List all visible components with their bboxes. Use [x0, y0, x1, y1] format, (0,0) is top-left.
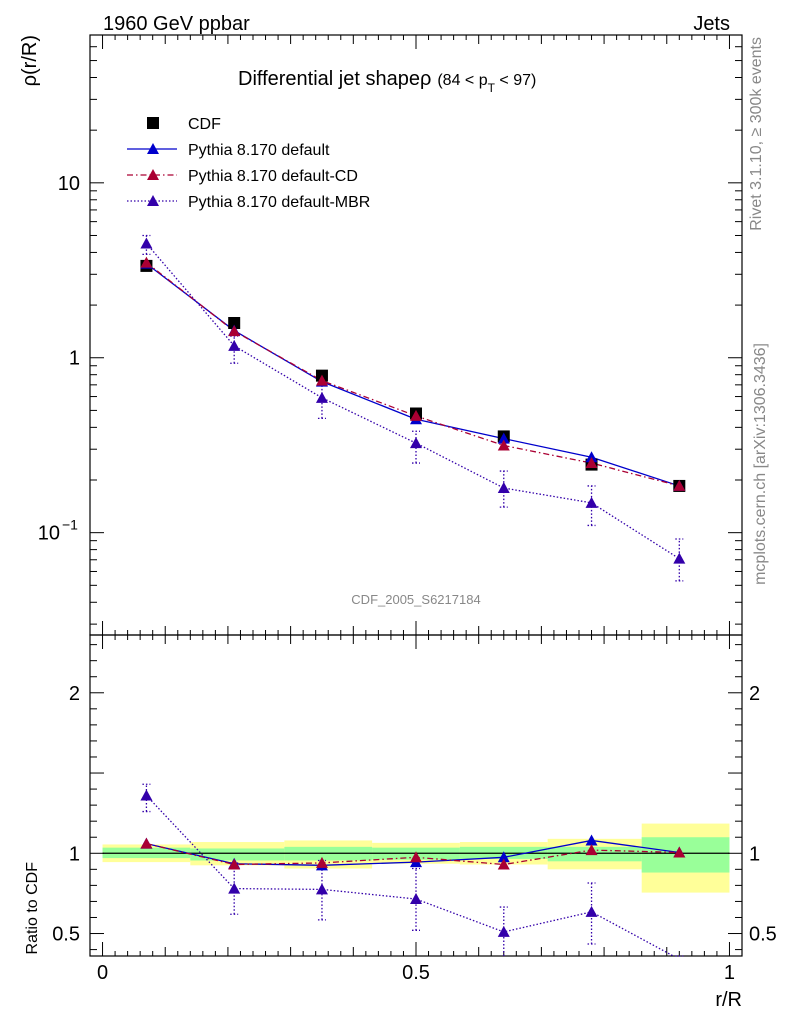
ratio-series-marker	[410, 851, 422, 863]
ratio-series-marker	[140, 837, 153, 849]
main-series-marker	[228, 339, 241, 351]
legend-label-cdf: CDF	[188, 116, 221, 133]
legend-item-default: Pythia 8.170 default	[127, 142, 330, 159]
ratio-series-marker	[673, 846, 686, 858]
ratio-series-marker	[410, 893, 422, 905]
main-series-marker	[140, 237, 153, 249]
main-series-marker	[585, 496, 598, 508]
ratio-series-marker	[585, 905, 598, 917]
legend-marker-default-mbr	[147, 195, 159, 206]
ratio-y-tick-label-right: 2	[749, 683, 760, 705]
ratio-x-tick-label: 0	[97, 962, 108, 984]
ratio-x-tick-labels: 0 0.5 1	[97, 962, 735, 984]
legend: CDF Pythia 8.170 default Pythia 8.170 de…	[127, 116, 370, 211]
ratio-x-tick-label: 1	[724, 962, 735, 984]
y-tick-label-exponent: −1	[62, 517, 78, 533]
ratio-series-marker	[228, 858, 241, 870]
title-text: Differential jet shapeρ	[238, 68, 431, 90]
main-series-marker	[497, 439, 510, 451]
main-series-marker	[228, 325, 241, 337]
ratio-y-axis-label: Ratio to CDF	[24, 862, 41, 955]
legend-label-default-cd: Pythia 8.170 default-CD	[188, 168, 358, 185]
main-y-axis-label: ρ(r/R)	[19, 35, 41, 86]
ratio-y-tick-label: 0.5	[52, 924, 80, 946]
ratio-series-marker	[315, 883, 328, 895]
ratio-band-inner	[641, 837, 730, 873]
ratio-y-tick-labels: 2 2 1 1 0.5 0.5	[52, 683, 777, 946]
y-tick-label: 1	[69, 348, 80, 370]
main-series-marker	[410, 409, 422, 421]
ratio-y-tick-label: 2	[69, 683, 80, 705]
mcplots-label: mcplots.cern.ch [arXiv:1306.3436]	[752, 343, 769, 585]
ratio-panel: 2 21 10.5 0.5 0 0.5 1 Ratio to CDF r/R	[24, 634, 777, 1011]
ratio-data-layer	[140, 783, 686, 957]
main-series-marker	[315, 391, 328, 403]
title-range-end: < 97)	[495, 72, 536, 89]
main-axis-ticks	[90, 34, 742, 635]
main-series-marker	[315, 374, 328, 386]
legend-marker-cdf	[147, 117, 159, 129]
main-series-marker	[497, 482, 510, 494]
main-series-line	[146, 262, 680, 487]
y-tick-label: 10	[58, 173, 80, 195]
rivet-label: Rivet 3.1.10, ≥ 300k events	[748, 37, 765, 231]
main-data-layer	[140, 234, 686, 582]
ratio-series-marker	[497, 858, 510, 870]
ratio-series-line	[145, 795, 674, 957]
main-series-marker	[673, 479, 686, 491]
y-tick-label: 10	[38, 523, 60, 545]
main-series-marker	[585, 457, 598, 469]
cdf-data-point	[228, 316, 241, 329]
main-series-marker	[497, 432, 510, 444]
ratio-x-axis-label: r/R	[715, 989, 742, 1011]
ratio-series-marker	[585, 844, 598, 856]
ratio-axis-ticks	[90, 635, 742, 956]
title-range: (84 < p	[437, 72, 487, 89]
main-series-line	[145, 243, 680, 560]
legend-label-default-mbr: Pythia 8.170 default-MBR	[188, 194, 370, 211]
header-left: 1960 GeV ppbar	[103, 13, 250, 35]
ratio-y-tick-label-right: 1	[749, 843, 760, 865]
legend-item-cdf: CDF	[147, 116, 221, 133]
legend-marker-default-cd	[147, 169, 159, 180]
ratio-series-marker	[497, 851, 510, 863]
main-series-marker	[673, 552, 686, 564]
main-series-marker	[410, 437, 422, 449]
main-title: Differential jet shapeρ (84 < pT < 97)	[238, 68, 536, 95]
ratio-series-marker	[497, 925, 510, 937]
ratio-band-inner	[190, 848, 285, 861]
ratio-series-marker	[585, 834, 598, 846]
analysis-watermark: CDF_2005_S6217184	[351, 592, 480, 607]
legend-marker-default	[147, 143, 159, 154]
ratio-series-marker	[315, 856, 328, 868]
legend-item-default-cd: Pythia 8.170 default-CD	[127, 168, 358, 185]
ratio-y-tick-label: 1	[69, 843, 80, 865]
ratio-y-tick-label-right: 0.5	[749, 924, 777, 946]
main-series-marker	[585, 451, 598, 463]
title-range-sub: T	[488, 81, 496, 95]
ratio-series-marker	[140, 789, 153, 801]
header-right: Jets	[693, 13, 730, 35]
ratio-x-tick-label: 0.5	[402, 962, 430, 984]
legend-item-default-mbr: Pythia 8.170 default-MBR	[127, 194, 370, 211]
main-series-marker	[140, 256, 153, 268]
main-series-line	[146, 263, 680, 487]
legend-label-default: Pythia 8.170 default	[188, 142, 330, 159]
ratio-series-marker	[228, 882, 241, 894]
